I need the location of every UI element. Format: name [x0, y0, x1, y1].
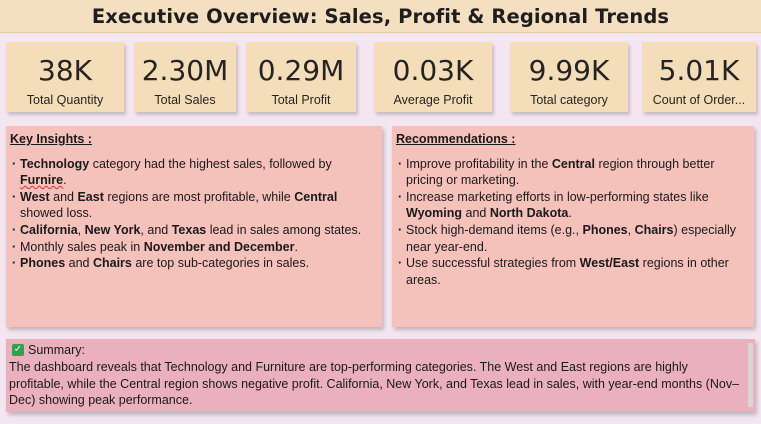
summary-scrollbar[interactable] — [748, 343, 753, 407]
kpi-label: Total category — [530, 93, 608, 107]
dashboard-header: Executive Overview: Sales, Profit & Regi… — [0, 0, 761, 33]
insight-item: Phones and Chairs are top sub-categories… — [10, 255, 378, 272]
summary-header: ✓ Summary: — [9, 342, 743, 359]
insight-item: California, New York, and Texas lead in … — [10, 222, 378, 239]
kpi-value: 9.99K — [528, 54, 610, 87]
summary-text: The dashboard reveals that Technology an… — [9, 359, 740, 408]
kpi-value: 0.03K — [392, 54, 474, 87]
kpi-label: Average Profit — [393, 93, 473, 107]
summary-heading: Summary: — [28, 343, 85, 357]
recommendations-heading: Recommendations : — [396, 132, 516, 146]
kpi-label: Total Profit — [271, 93, 331, 107]
recommendation-item: Increase marketing efforts in low-perfor… — [396, 189, 750, 222]
kpi-value: 38K — [38, 54, 92, 87]
check-mark-icon: ✓ — [12, 344, 24, 357]
recommendation-item: Improve profitability in the Central reg… — [396, 156, 750, 189]
recommendation-item: Use successful strategies from West/East… — [396, 255, 750, 288]
kpi-card-total-sales[interactable]: 2.30M Total Sales — [134, 42, 236, 112]
kpi-value: 5.01K — [658, 54, 740, 87]
kpi-label: Count of Order... — [652, 93, 746, 107]
recommendations-card: Recommendations : Improve profitability … — [392, 126, 754, 327]
kpi-card-count-of-orders[interactable]: 5.01K Count of Order... — [642, 42, 756, 112]
key-insights-card: Key Insights : Technology category had t… — [6, 126, 382, 327]
key-insights-heading: Key Insights : — [10, 132, 92, 146]
kpi-card-total-profit[interactable]: 0.29M Total Profit — [246, 42, 356, 112]
recommendation-item: Stock high-demand items (e.g., Phones, C… — [396, 222, 750, 255]
summary-card: ✓ Summary: The dashboard reveals that Te… — [6, 339, 755, 412]
insight-item: Monthly sales peak in November and Decem… — [10, 239, 378, 256]
kpi-value: 2.30M — [141, 54, 229, 87]
kpi-label: Total Sales — [154, 93, 216, 107]
insight-item: West and East regions are most profitabl… — [10, 189, 378, 222]
kpi-label: Total Quantity — [26, 93, 104, 107]
insight-item: Technology category had the highest sale… — [10, 156, 378, 189]
kpi-card-total-category[interactable]: 9.99K Total category — [510, 42, 628, 112]
kpi-card-average-profit[interactable]: 0.03K Average Profit — [374, 42, 492, 112]
kpi-card-total-quantity[interactable]: 38K Total Quantity — [6, 42, 124, 112]
page-title: Executive Overview: Sales, Profit & Regi… — [91, 4, 670, 28]
kpi-value: 0.29M — [257, 54, 345, 87]
